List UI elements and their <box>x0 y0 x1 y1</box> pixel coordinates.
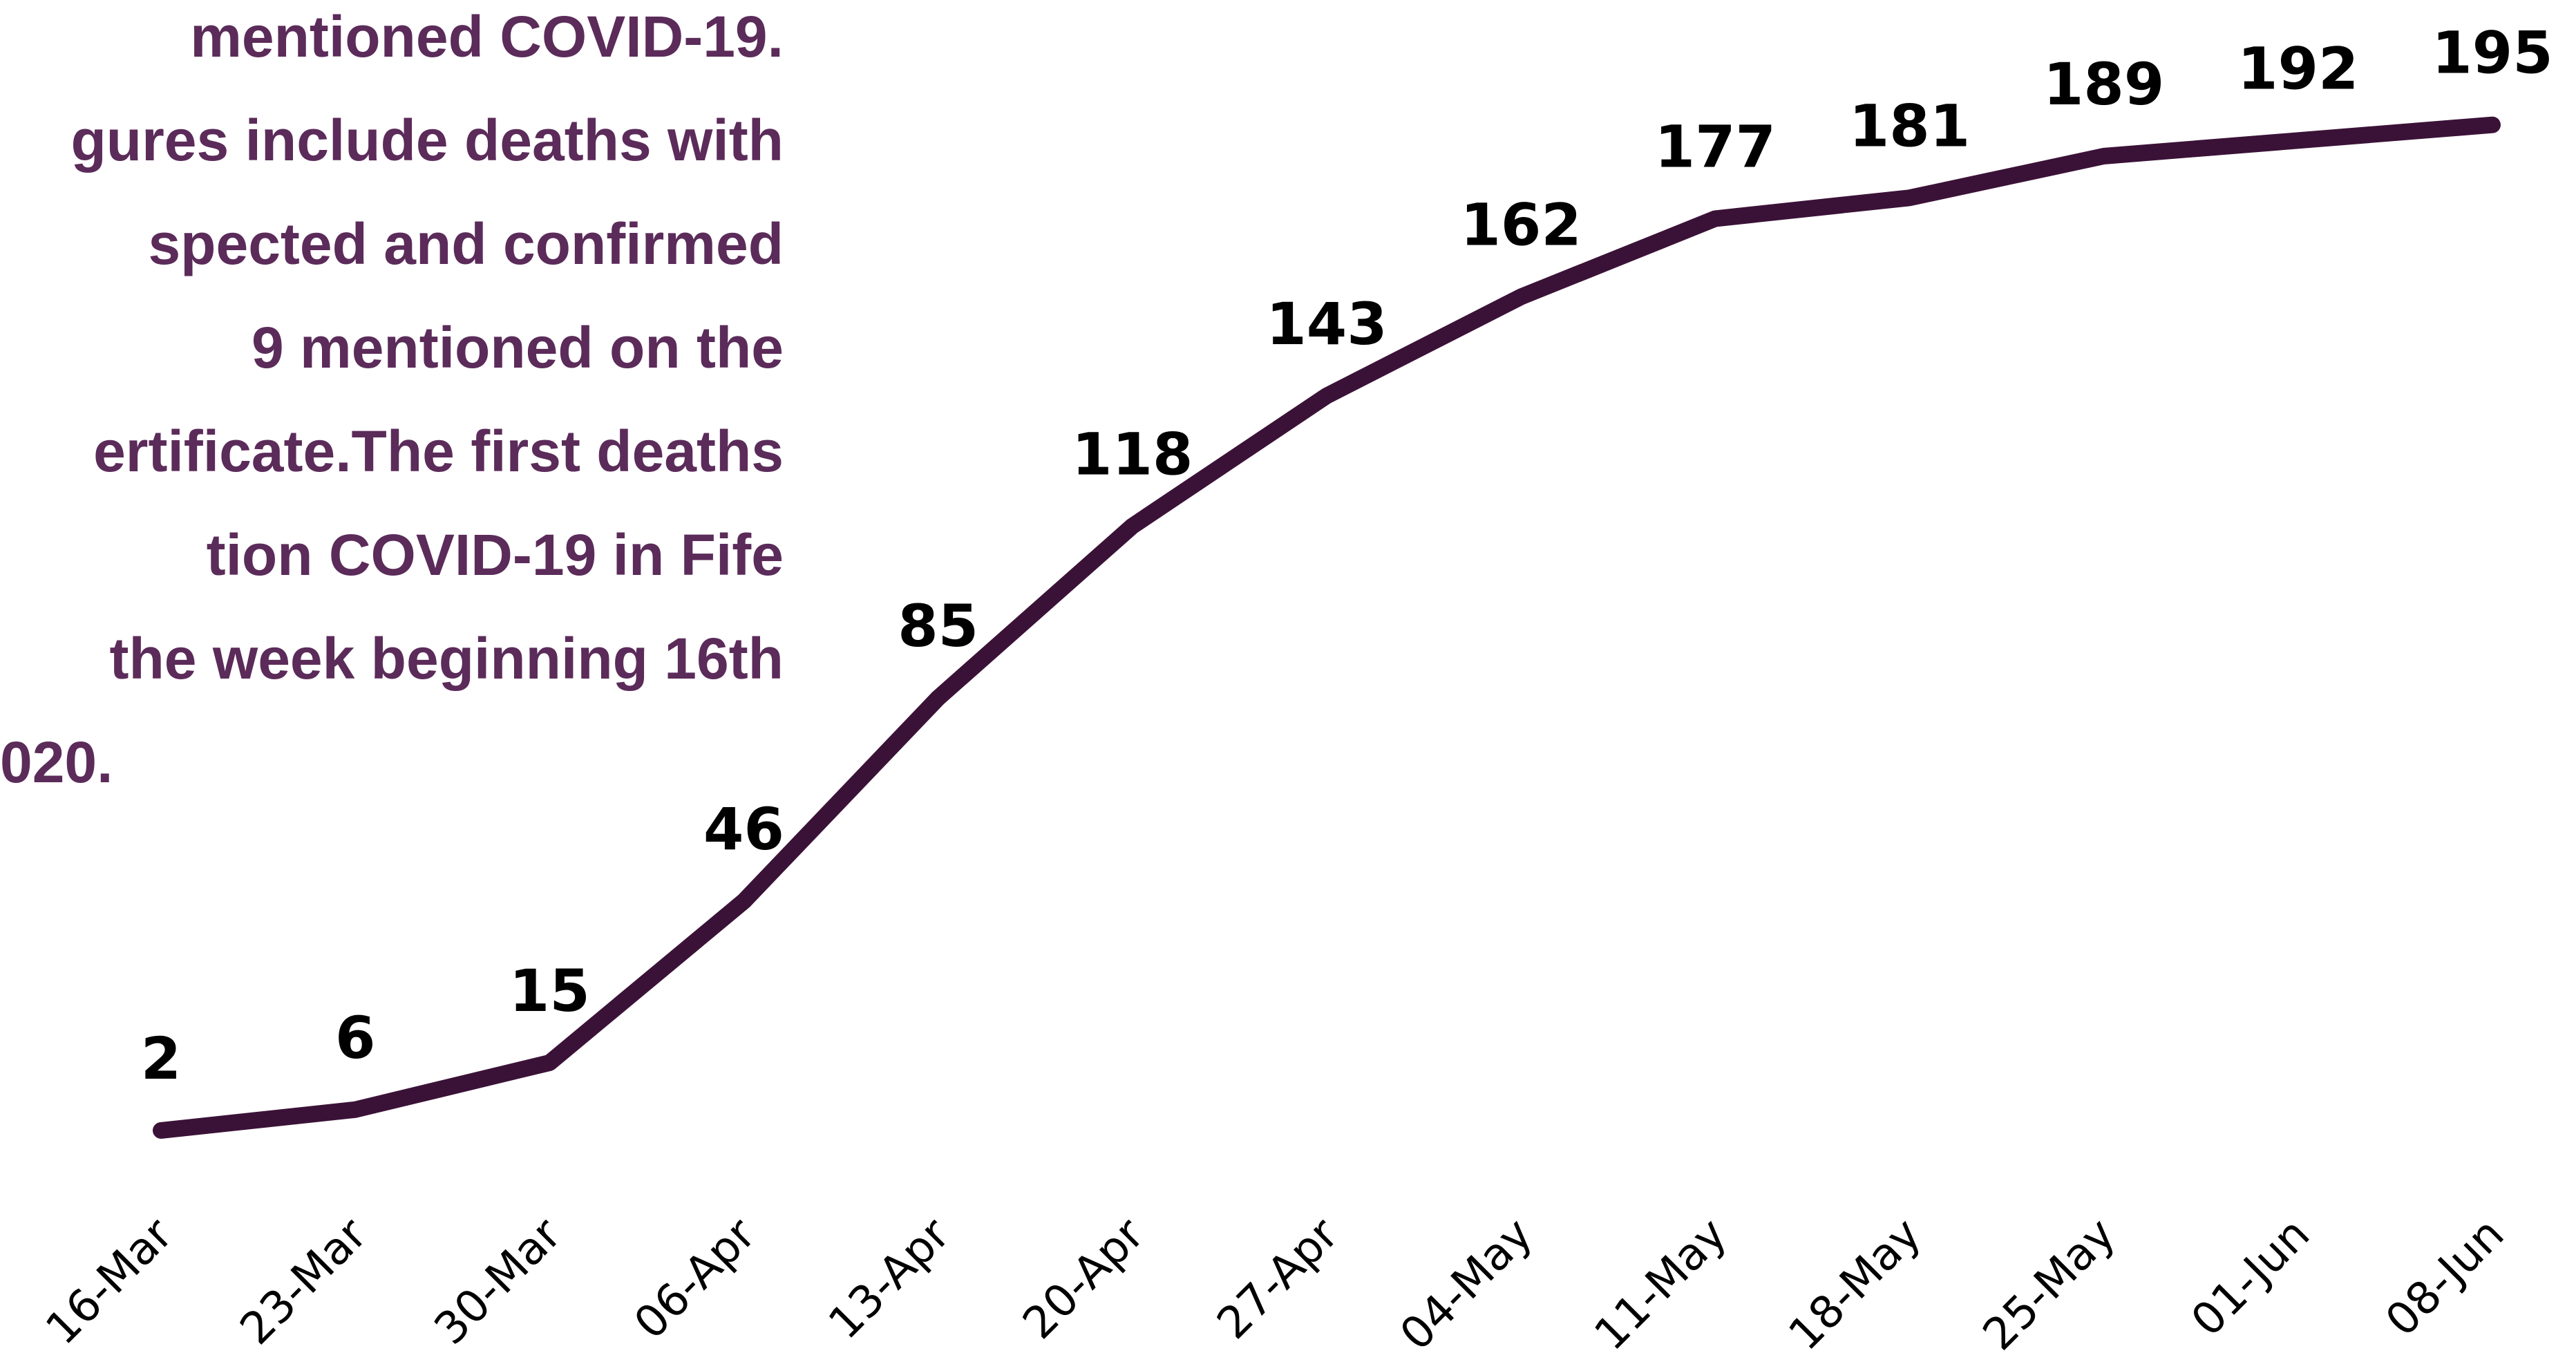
x-tick-label: 27-Apr <box>1208 1209 1349 1350</box>
x-tick-label: 13-Apr <box>819 1209 960 1350</box>
data-label: 46 <box>703 795 784 863</box>
data-label: 177 <box>1655 113 1776 180</box>
data-label: 15 <box>509 957 590 1025</box>
data-label: 85 <box>898 592 978 660</box>
x-tick-label: 30-Mar <box>425 1209 571 1355</box>
x-tick-label: 01-Jun <box>2182 1209 2320 1346</box>
annotation-line: gures include deaths with <box>70 108 784 173</box>
data-label: 189 <box>2043 50 2164 118</box>
x-tick-label: 16-Mar <box>37 1209 183 1355</box>
data-line <box>153 116 2501 1139</box>
x-tick-label: 08-Jun <box>2376 1209 2514 1346</box>
annotation-line: mentioned COVID-19. <box>190 4 784 69</box>
annotation-line: 020. <box>0 730 113 795</box>
annotation-line: the week beginning 16th <box>110 626 784 691</box>
data-label: 118 <box>1072 420 1193 488</box>
data-label: 181 <box>1849 92 1970 160</box>
annotation-line: ertificate.The first deaths <box>93 419 784 484</box>
x-tick-label: 11-May <box>1585 1209 1737 1361</box>
x-tick-label: 06-Apr <box>625 1209 766 1350</box>
x-tick-label: 20-Apr <box>1014 1209 1155 1350</box>
x-tick-label: 25-May <box>1973 1209 2125 1361</box>
x-tick-label: 04-May <box>1391 1209 1543 1361</box>
x-tick-label: 18-May <box>1779 1209 1931 1361</box>
x-tick-label: 23-Mar <box>231 1209 377 1355</box>
annotation-line: spected and confirmed <box>148 211 784 276</box>
data-label: 2 <box>141 1025 181 1093</box>
data-label: 143 <box>1266 290 1387 358</box>
data-label: 6 <box>335 1004 375 1072</box>
annotation-line: 9 mentioned on the <box>252 315 784 380</box>
annotation-line: tion COVID-19 in Fife <box>207 522 784 587</box>
data-label: 195 <box>2432 19 2553 87</box>
data-label: 162 <box>1460 191 1581 259</box>
data-label: 192 <box>2237 35 2358 102</box>
